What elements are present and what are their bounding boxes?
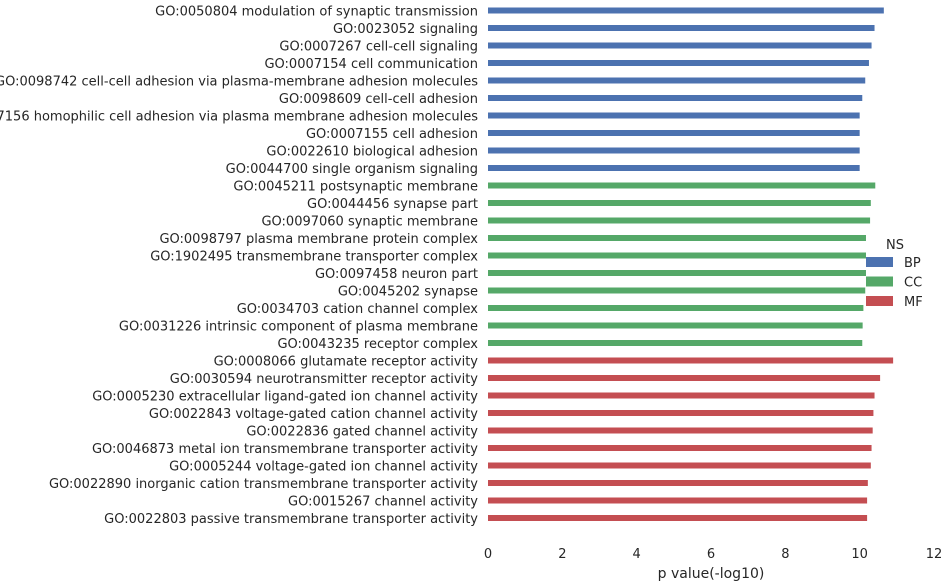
y-tick-label: GO:0098742 cell-cell adhesion via plasma… (0, 75, 478, 90)
y-tick-label: GO:0045202 synapse (338, 285, 478, 300)
bar-mf (488, 445, 872, 451)
bar-mf (488, 392, 875, 399)
x-tick-label: 2 (558, 547, 566, 562)
legend-swatch-bp (866, 257, 893, 267)
bar-cc (488, 200, 871, 206)
y-tick-labels: GO:0050804 modulation of synaptic transm… (0, 5, 478, 528)
y-tick-label: GO:0007156 homophilic cell adhesion via … (0, 110, 478, 125)
bar-cc (488, 235, 866, 241)
y-tick-label: GO:0045211 postsynaptic membrane (233, 180, 478, 195)
x-tick-label: 6 (707, 547, 715, 562)
y-tick-label: GO:0005230 extracellular ligand-gated io… (92, 390, 478, 405)
legend-label-cc: CC (904, 276, 922, 291)
y-tick-label: GO:0046873 metal ion transmembrane trans… (92, 442, 478, 457)
bar-bp (488, 25, 875, 31)
bar-bp (488, 60, 869, 66)
bar-mf (488, 375, 881, 381)
bar-cc (488, 305, 864, 311)
bar-cc (488, 287, 866, 294)
legend-label-mf: MF (904, 295, 923, 310)
y-tick-label: GO:0015267 channel activity (288, 495, 478, 510)
y-tick-label: GO:0043235 receptor complex (277, 337, 478, 352)
y-tick-label: GO:0023052 signaling (333, 22, 478, 37)
x-axis-label: p value(-log10) (658, 566, 765, 582)
bar-bp (488, 7, 884, 14)
bar-bp (488, 165, 860, 171)
legend-label-bp: BP (904, 256, 921, 271)
y-tick-label: GO:0005244 voltage-gated ion channel act… (169, 460, 478, 475)
y-tick-label: GO:0097060 synaptic membrane (261, 215, 478, 230)
y-tick-label: GO:0022610 biological adhesion (266, 145, 478, 160)
y-tick-label: GO:0050804 modulation of synaptic transm… (155, 5, 478, 20)
y-tick-label: GO:0007155 cell adhesion (306, 127, 478, 142)
bar-cc (488, 182, 876, 189)
y-tick-label: GO:0008066 glutamate receptor activity (214, 355, 479, 370)
y-tick-label: GO:0098797 plasma membrane protein compl… (159, 232, 478, 247)
x-tick-label: 4 (633, 547, 641, 562)
bar-cc (488, 217, 871, 224)
bar-bp (488, 77, 866, 84)
bar-mf (488, 427, 873, 434)
x-tick-label: 12 (926, 547, 943, 562)
bar-mf (488, 515, 868, 521)
bar-cc (488, 322, 863, 329)
legend-swatch-cc (866, 276, 893, 287)
y-tick-label: GO:0007267 cell-cell signaling (279, 40, 478, 55)
bar-mf (488, 480, 868, 486)
y-tick-label: GO:0007154 cell communication (264, 57, 478, 72)
legend-title: NS (886, 238, 904, 253)
bar-cc (488, 270, 866, 276)
bar-group (488, 7, 894, 521)
bar-mf (488, 357, 894, 364)
bar-bp (488, 147, 860, 154)
bar-bp (488, 95, 863, 101)
y-tick-label: GO:1902495 transmembrane transporter com… (150, 250, 478, 265)
y-tick-label: GO:0022803 passive transmembrane transpo… (104, 512, 478, 527)
x-tick-label: 0 (484, 547, 492, 562)
y-tick-label: GO:0022890 inorganic cation transmembran… (49, 477, 478, 492)
bar-mf (488, 462, 871, 469)
y-tick-label: GO:0022836 gated channel activity (246, 425, 478, 440)
bar-mf (488, 410, 874, 416)
y-tick-label: GO:0031226 intrinsic component of plasma… (119, 320, 478, 335)
y-tick-label: GO:0098609 cell-cell adhesion (279, 92, 478, 107)
bar-cc (488, 340, 863, 346)
y-tick-label: GO:0097458 neuron part (315, 267, 478, 282)
bar-bp (488, 130, 860, 136)
y-tick-label: GO:0030594 neurotransmitter receptor act… (170, 372, 479, 387)
bar-cc (488, 252, 866, 259)
legend-swatch-mf (866, 296, 893, 306)
x-tick-label: 8 (781, 547, 789, 562)
legend: NS BP CC MF (866, 238, 923, 310)
bar-mf (488, 497, 868, 504)
x-tick-labels: 0 2 4 6 8 10 12 (484, 547, 942, 562)
y-tick-label: GO:0022843 voltage-gated cation channel … (149, 407, 478, 422)
bar-bp (488, 42, 872, 49)
y-tick-label: GO:0044456 synapse part (307, 197, 478, 212)
y-tick-label: GO:0044700 single organism signaling (226, 162, 478, 177)
bar-bp (488, 112, 860, 119)
x-tick-label: 10 (851, 547, 868, 562)
y-tick-label: GO:0034703 cation channel complex (237, 302, 479, 317)
